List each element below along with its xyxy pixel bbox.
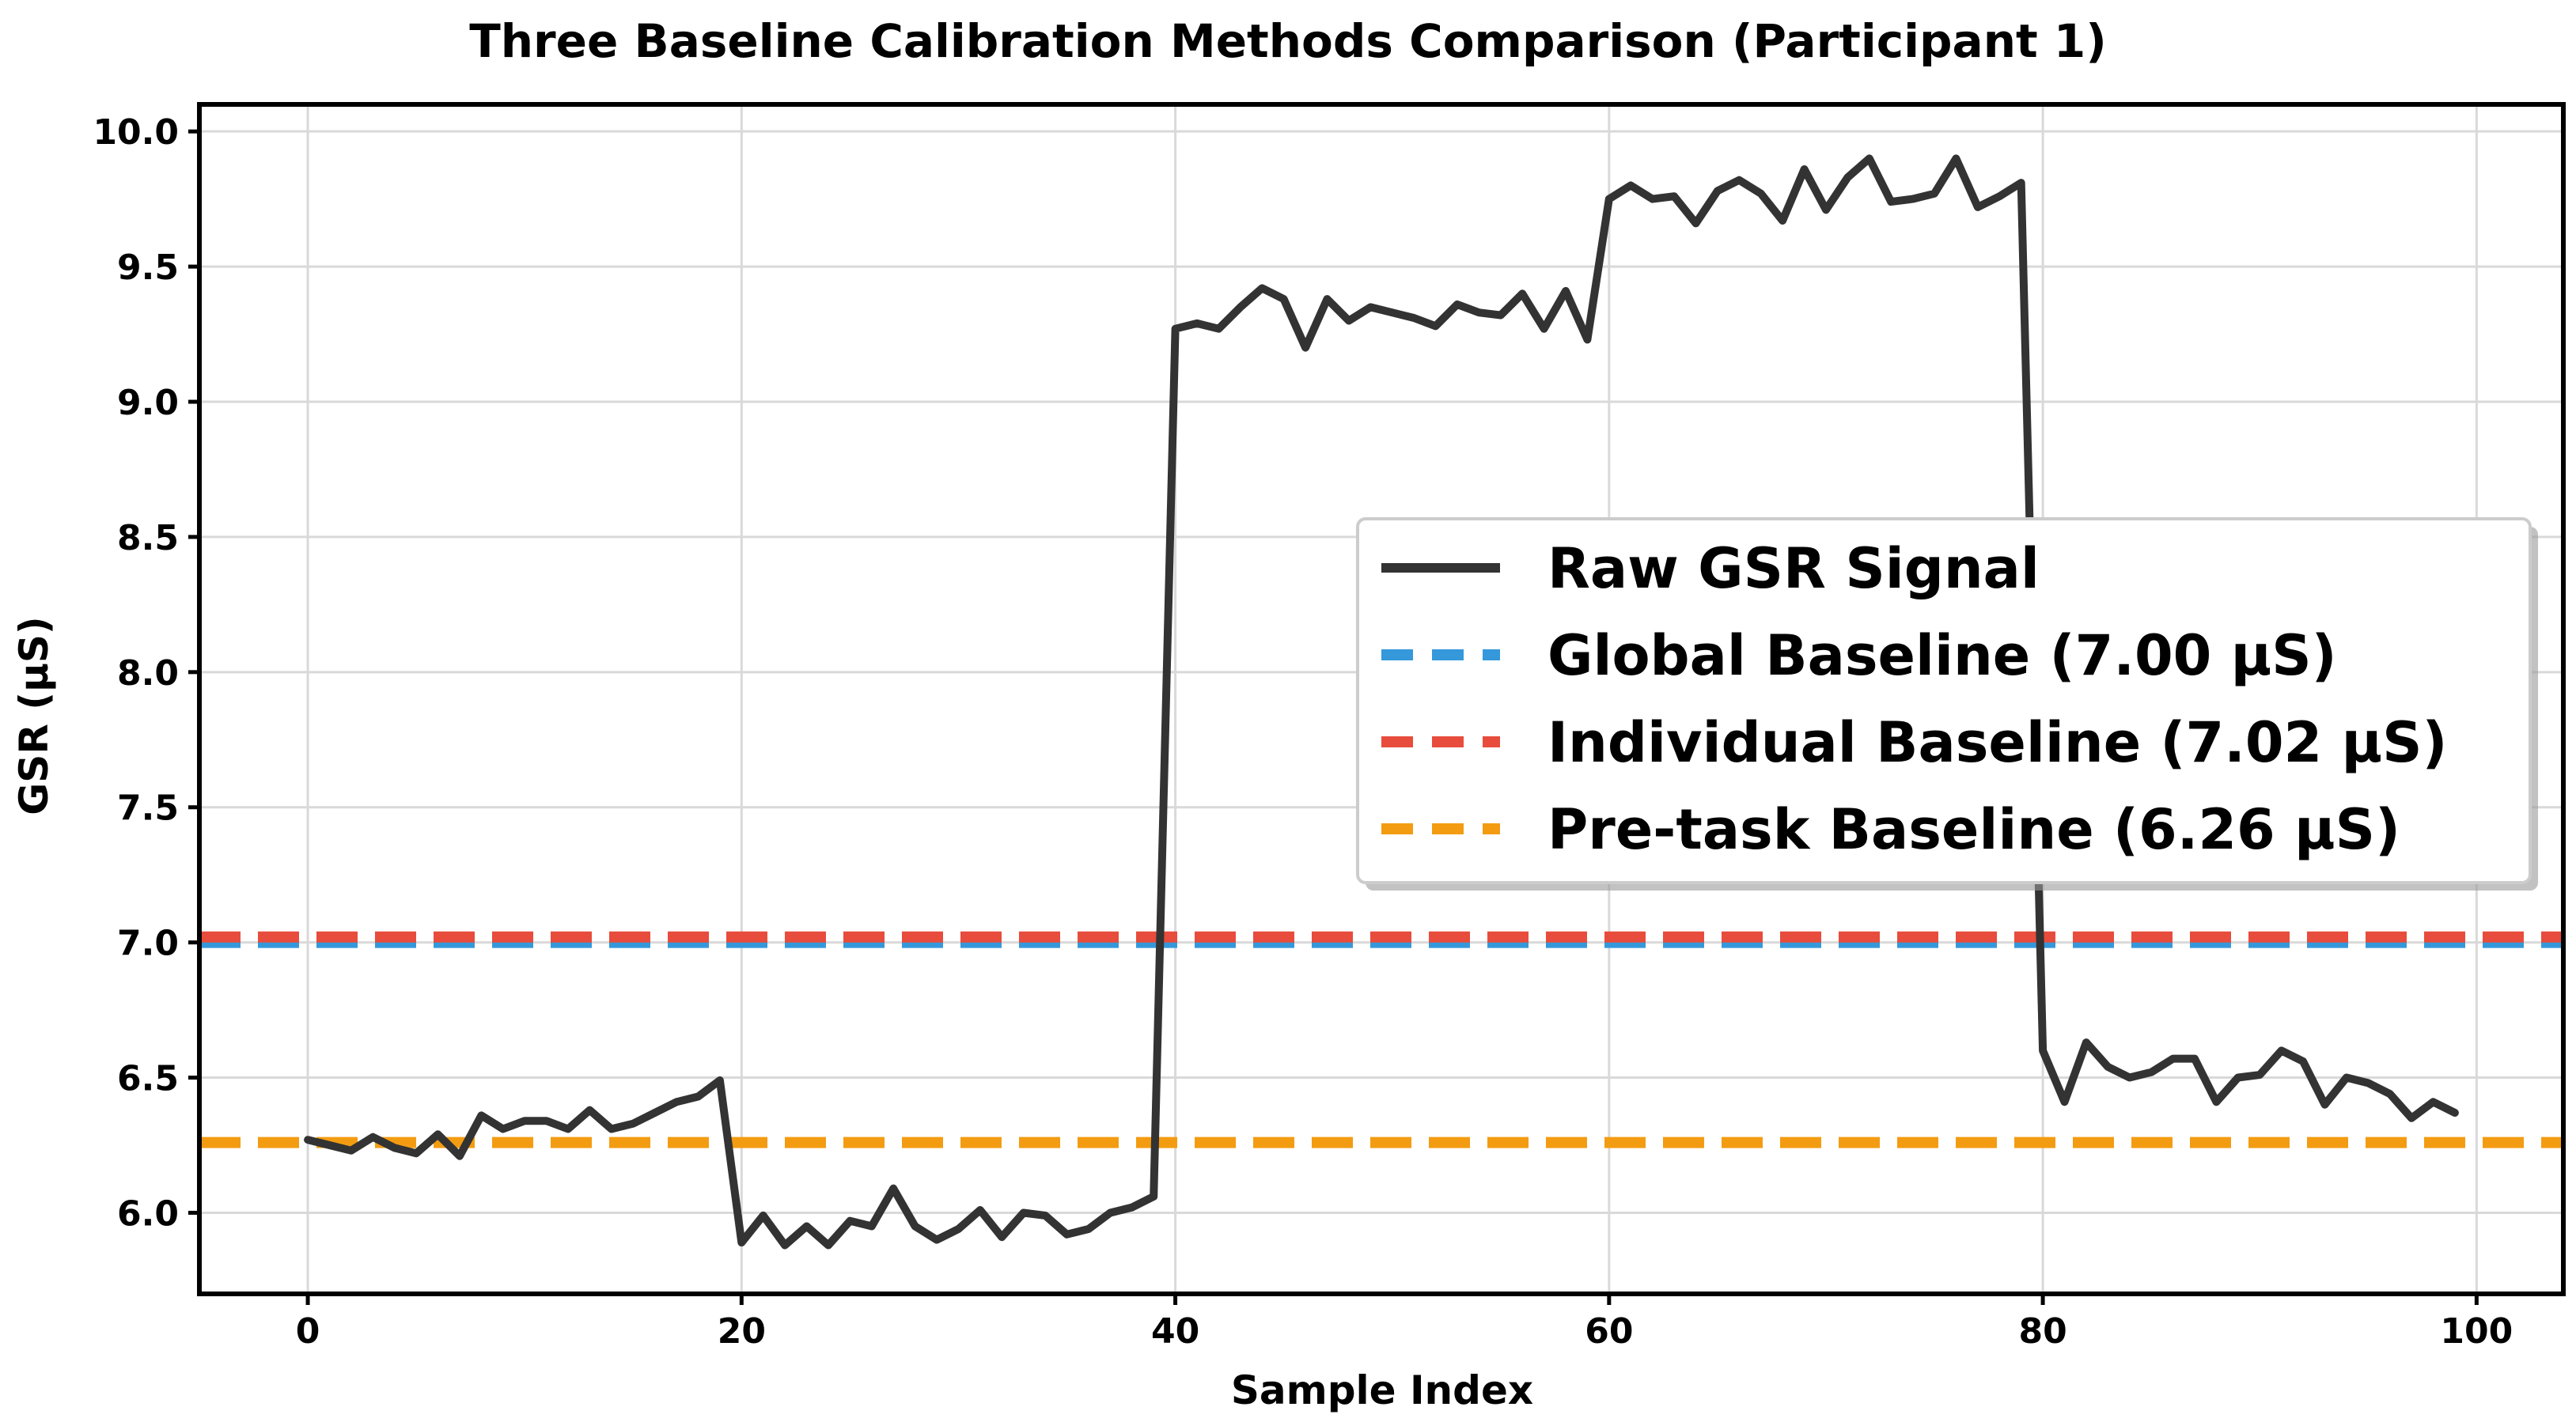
legend-label: Individual Baseline (7.02 μS) [1547, 710, 2448, 775]
y-tick-label: 8.0 [117, 653, 179, 694]
legend-label: Global Baseline (7.00 μS) [1547, 623, 2337, 688]
x-tick-label: 20 [718, 1311, 766, 1352]
x-tick-label: 40 [1151, 1311, 1199, 1352]
y-tick-label: 8.5 [117, 518, 179, 558]
legend-label: Pre-task Baseline (6.26 μS) [1547, 797, 2400, 862]
baseline-lines [199, 931, 2563, 1148]
y-tick-label: 9.5 [117, 248, 179, 288]
legend-item-global: Global Baseline (7.00 μS) [1381, 623, 2337, 688]
chart-title: Three Baseline Calibration Methods Compa… [469, 14, 2107, 68]
x-ticks: 0 20 40 60 80 100 [296, 1294, 2513, 1352]
legend-item-raw: Raw GSR Signal [1381, 536, 2040, 601]
plot-frame [197, 102, 2566, 1296]
legend-item-pretask: Pre-task Baseline (6.26 μS) [1381, 797, 2400, 862]
raw-signal-layer [304, 154, 2459, 1250]
x-tick-label: 80 [2018, 1311, 2066, 1352]
y-tick-label: 6.5 [117, 1059, 179, 1099]
y-axis-label: GSR (μS) [11, 616, 57, 815]
x-tick-label: 0 [296, 1311, 320, 1352]
x-axis-label: Sample Index [1231, 1367, 1533, 1413]
legend-box [1356, 517, 2532, 884]
raw-gsr-line [304, 154, 2459, 1250]
y-ticks: 6.0 6.5 7.0 7.5 8.0 8.5 9.0 9.5 10.0 [93, 112, 199, 1234]
x-tick-label: 100 [2440, 1311, 2513, 1352]
legend: Raw GSR Signal Global Baseline (7.00 μS) I… [1356, 517, 2538, 891]
y-tick-label: 10.0 [93, 112, 179, 153]
legend-label: Raw GSR Signal [1547, 536, 2040, 601]
y-tick-label: 7.0 [117, 924, 179, 964]
x-tick-label: 60 [1585, 1311, 1633, 1352]
y-tick-label: 9.0 [117, 383, 179, 423]
y-tick-label: 7.5 [117, 789, 179, 829]
legend-item-individual: Individual Baseline (7.02 μS) [1381, 710, 2448, 775]
y-tick-label: 6.0 [117, 1193, 179, 1234]
